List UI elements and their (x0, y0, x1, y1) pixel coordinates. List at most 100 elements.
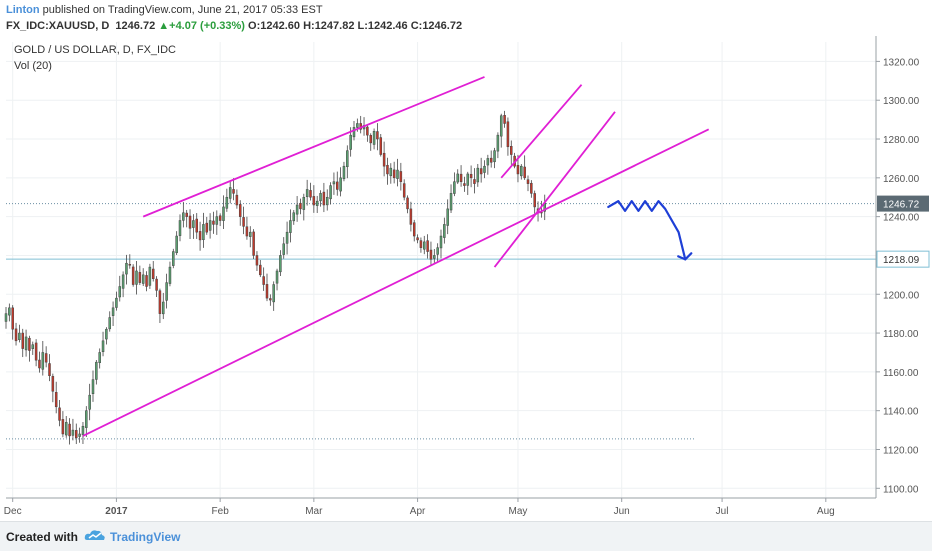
candle (520, 164, 523, 180)
candle (463, 176, 466, 192)
candle-body (473, 179, 476, 184)
candle-body (272, 284, 275, 303)
channel-upper-line (142, 76, 485, 218)
candle (188, 209, 192, 240)
candle (24, 329, 28, 357)
candle-body (516, 164, 520, 175)
candle-body (349, 134, 352, 150)
candle-body (24, 336, 28, 351)
time-axis[interactable]: Dec 2017 Feb Mar Apr May Jun Jul Aug (4, 497, 876, 517)
candle-body (228, 187, 232, 199)
candle (269, 294, 272, 306)
candlesticks (4, 110, 546, 445)
candle (302, 193, 306, 221)
candle (486, 154, 490, 175)
candle (506, 117, 510, 156)
candle (523, 155, 526, 180)
candle (466, 171, 470, 195)
candle-body (182, 212, 185, 221)
volume-indicator-label[interactable]: Vol (20) (14, 60, 52, 72)
candle-body (282, 243, 285, 255)
candle (392, 161, 396, 184)
candle (412, 219, 416, 242)
candle-body (520, 165, 523, 177)
candle (91, 370, 95, 402)
candle-body (382, 152, 386, 167)
candle-body (145, 275, 148, 287)
candle (145, 271, 148, 292)
candle (342, 161, 346, 182)
candle-body (352, 127, 356, 138)
y-tick-label: 1300.00 (883, 96, 920, 107)
candle (479, 157, 483, 183)
candle (135, 260, 138, 295)
candle-body (416, 237, 419, 241)
candle (429, 241, 433, 265)
candle (58, 400, 61, 427)
change-up-icon: ▲ (158, 20, 170, 32)
candle (81, 421, 85, 445)
candle (168, 261, 172, 287)
candle-body (339, 177, 342, 192)
candle-body (456, 173, 459, 183)
candle (406, 195, 409, 214)
author-link[interactable]: Linton (6, 4, 40, 16)
candle-body (38, 359, 41, 369)
candle-body (489, 157, 493, 163)
candle-body (71, 429, 75, 436)
candle (396, 158, 399, 187)
candle (228, 180, 232, 204)
candle-body (322, 191, 326, 206)
candle (329, 182, 332, 205)
candle (14, 322, 18, 346)
candle-body (238, 204, 242, 217)
candle-body (125, 262, 128, 275)
candle-body (533, 193, 536, 208)
candle-body (242, 217, 245, 227)
candle (198, 221, 202, 251)
candle-body (165, 282, 168, 301)
candle-body (466, 173, 470, 186)
chart-title: GOLD / US DOLLAR, D, FX_IDC (14, 44, 176, 56)
candle (332, 172, 336, 195)
candle-body (245, 226, 249, 237)
candle (503, 110, 506, 128)
y-tick-label: 1140.00 (883, 407, 919, 418)
candle (476, 163, 480, 187)
candle-body (8, 307, 11, 316)
candle-body (453, 181, 456, 194)
candle-body (175, 235, 178, 254)
tradingview-link[interactable]: TradingView (110, 530, 181, 544)
candle (71, 418, 75, 441)
candle (205, 216, 209, 235)
candle (433, 248, 436, 263)
candle-body (309, 190, 312, 198)
candle (252, 229, 255, 259)
y-tick-label: 1120.00 (883, 445, 919, 456)
candle-body (506, 121, 510, 148)
candle (185, 209, 188, 228)
candle (282, 237, 285, 259)
candle-body (412, 222, 416, 237)
candle-body (61, 419, 65, 435)
candle-body (185, 212, 188, 217)
candle (453, 172, 456, 197)
candle (4, 306, 8, 329)
candle (366, 125, 369, 142)
candle-body (151, 268, 155, 279)
candle-body (459, 173, 463, 182)
x-tick-label: May (509, 506, 528, 517)
candle (249, 226, 252, 248)
candle (162, 292, 165, 320)
candle-body (41, 352, 45, 370)
candle (426, 234, 429, 259)
price-axis[interactable]: 1100.00 1120.00 1140.00 1160.00 1180.00 1200.… (875, 36, 930, 498)
price-chart[interactable]: 1100.00 1120.00 1140.00 1160.00 1180.00 1200.… (0, 36, 932, 521)
candle-body (476, 167, 480, 183)
candle (336, 171, 339, 196)
candle (279, 250, 282, 277)
candle-body (426, 240, 429, 252)
candle (399, 162, 403, 191)
current-price-label-box (877, 195, 929, 212)
y-tick-label: 1320.00 (883, 57, 920, 68)
